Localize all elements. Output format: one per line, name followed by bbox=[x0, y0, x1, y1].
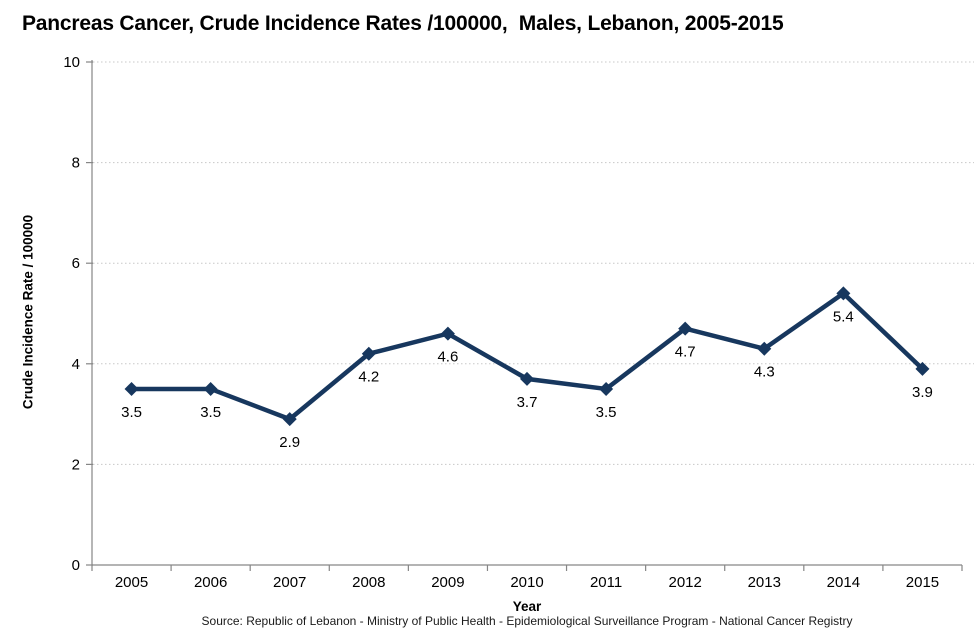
data-point-marker bbox=[440, 326, 455, 341]
data-point-marker bbox=[282, 412, 297, 427]
data-point-marker bbox=[203, 381, 218, 396]
data-point-marker bbox=[757, 341, 772, 356]
x-axis-tick-label: 2012 bbox=[668, 574, 701, 591]
x-axis-tick-label: 2014 bbox=[827, 574, 860, 591]
y-axis-tick-label: 2 bbox=[72, 456, 80, 473]
x-axis-tick-label: 2011 bbox=[590, 574, 622, 591]
data-point-label: 4.2 bbox=[358, 369, 379, 386]
source-note: Source: Republic of Lebanon - Ministry o… bbox=[201, 614, 853, 628]
data-point-marker bbox=[915, 361, 930, 376]
x-axis-tick-label: 2008 bbox=[352, 574, 385, 591]
data-point-label: 4.3 bbox=[754, 364, 775, 381]
data-point-marker bbox=[678, 321, 693, 336]
data-point-marker bbox=[836, 286, 851, 301]
x-axis-title: Year bbox=[512, 599, 542, 614]
data-point-label: 2.9 bbox=[279, 434, 300, 451]
data-point-label: 3.9 bbox=[912, 384, 933, 401]
x-axis-tick-label: 2013 bbox=[748, 574, 781, 591]
data-point-marker bbox=[361, 346, 376, 361]
data-point-label: 3.5 bbox=[121, 404, 142, 421]
y-axis-tick-label: 0 bbox=[72, 557, 80, 574]
x-axis-tick-label: 2009 bbox=[431, 574, 464, 591]
x-axis-tick-label: 2010 bbox=[510, 574, 543, 591]
data-point-marker bbox=[520, 371, 534, 386]
y-axis-tick-label: 10 bbox=[63, 54, 80, 71]
x-axis-tick-label: 2015 bbox=[906, 574, 939, 591]
x-axis-tick-label: 2006 bbox=[194, 574, 227, 591]
y-axis-tick-label: 4 bbox=[72, 356, 80, 373]
data-point-label: 3.7 bbox=[517, 394, 538, 411]
x-axis-tick-label: 2005 bbox=[115, 574, 148, 591]
data-point-marker bbox=[599, 381, 614, 396]
data-point-label: 3.5 bbox=[200, 404, 221, 421]
data-point-label: 5.4 bbox=[833, 308, 854, 325]
chart-title: Pancreas Cancer, Crude Incidence Rates /… bbox=[22, 12, 784, 35]
y-axis-tick-label: 8 bbox=[72, 155, 80, 172]
data-point-label: 4.7 bbox=[675, 344, 696, 361]
y-axis-tick-label: 6 bbox=[72, 255, 80, 272]
data-point-label: 3.5 bbox=[596, 404, 617, 421]
data-point-label: 4.6 bbox=[437, 349, 458, 366]
x-axis-tick-label: 2007 bbox=[273, 574, 306, 591]
data-point-marker bbox=[124, 381, 139, 396]
